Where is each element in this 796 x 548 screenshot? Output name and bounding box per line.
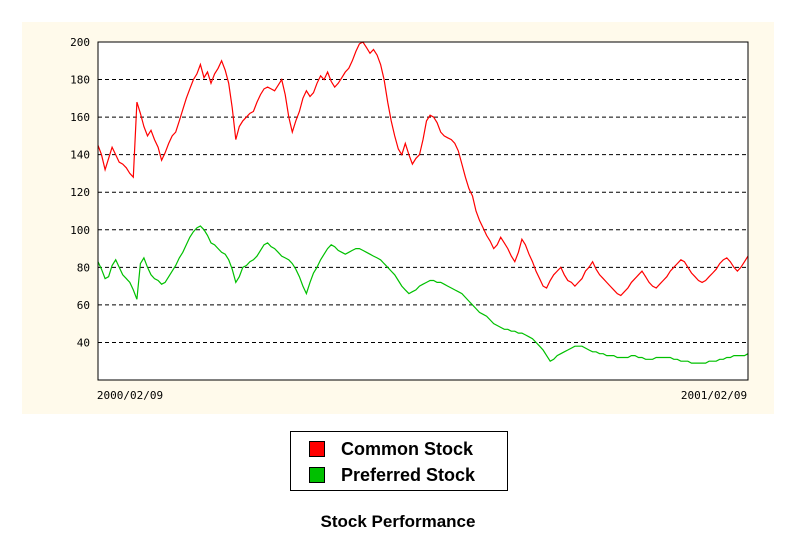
- legend-item-common: Common Stock: [309, 438, 473, 460]
- y-tick-label-180: 180: [70, 74, 90, 87]
- y-tick-label-160: 160: [70, 111, 90, 124]
- series-line-preferred-stock: [97, 225, 749, 364]
- legend: Common Stock Preferred Stock: [290, 431, 508, 491]
- y-tick-label-100: 100: [70, 224, 90, 237]
- legend-swatch-preferred: [309, 467, 325, 483]
- y-tick-label-120: 120: [70, 186, 90, 199]
- chart-title: Stock Performance: [320, 512, 476, 531]
- plot-frame: [97, 41, 749, 381]
- y-tick-label-200: 200: [70, 36, 90, 49]
- legend-swatch-common: [309, 441, 325, 457]
- legend-item-preferred: Preferred Stock: [309, 464, 475, 486]
- x-tick-label-start: 2000/02/09: [97, 389, 163, 402]
- y-tick-label-80: 80: [77, 261, 90, 274]
- y-tick-label-140: 140: [70, 149, 90, 162]
- plot-area: [98, 42, 748, 380]
- legend-label-preferred: Preferred Stock: [341, 464, 476, 485]
- x-tick-label-end: 2001/02/09: [681, 389, 747, 402]
- legend-label-common: Common Stock: [341, 438, 474, 459]
- y-tick-label-40: 40: [77, 336, 90, 349]
- y-tick-label-60: 60: [77, 299, 90, 312]
- series-line-common-stock: [97, 41, 749, 297]
